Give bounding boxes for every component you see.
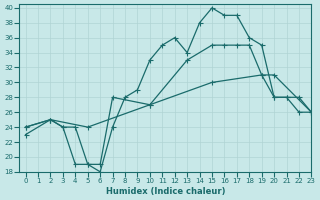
- X-axis label: Humidex (Indice chaleur): Humidex (Indice chaleur): [106, 187, 225, 196]
